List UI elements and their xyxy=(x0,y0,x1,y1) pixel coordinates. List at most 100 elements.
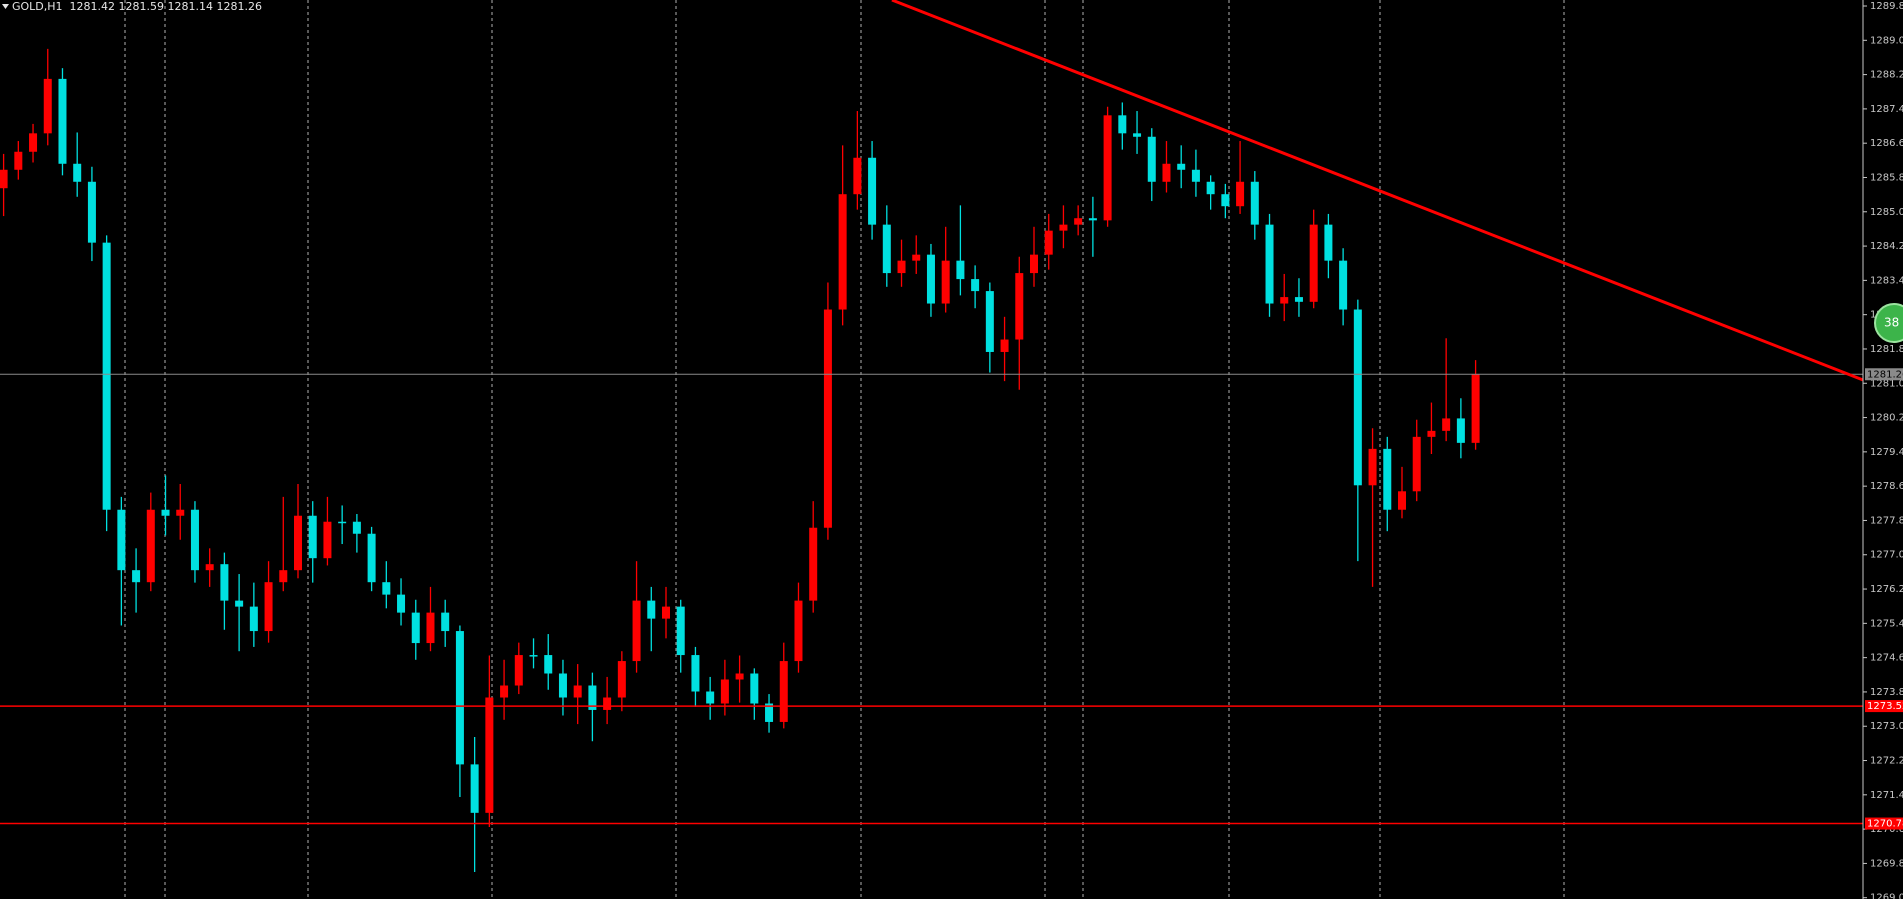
y-tick-label: 1270.65 xyxy=(1870,824,1903,835)
y-tick-label: 1269.05 xyxy=(1870,893,1903,899)
y-tick-label: 1278.65 xyxy=(1870,481,1903,492)
candle-body xyxy=(1103,115,1112,221)
candle-body xyxy=(1147,136,1156,182)
candle-body xyxy=(1000,339,1009,352)
candle-body xyxy=(176,509,185,516)
candle-body xyxy=(706,691,715,704)
candle-body xyxy=(1294,297,1303,302)
candle-body xyxy=(43,78,52,134)
candle-body xyxy=(352,521,361,534)
candle-body xyxy=(1030,254,1038,274)
candle-body xyxy=(411,612,420,644)
candle-body xyxy=(1280,297,1289,304)
candle-body xyxy=(985,291,994,352)
candle-body xyxy=(1191,169,1200,182)
candle-body xyxy=(1427,430,1436,437)
y-tick-label: 1285.05 xyxy=(1870,207,1903,218)
badge-label: 38 xyxy=(1884,316,1899,330)
candle-body xyxy=(1162,163,1171,182)
candle-body xyxy=(470,764,479,813)
price-label-box xyxy=(1865,817,1903,830)
candle-body xyxy=(1324,224,1333,261)
candle-body xyxy=(897,260,906,274)
candle-body xyxy=(500,685,509,698)
candle-body xyxy=(1383,448,1392,510)
y-tick-label: 1276.25 xyxy=(1870,584,1903,595)
candle-body xyxy=(720,679,729,704)
candle-body xyxy=(264,582,273,632)
candle-body xyxy=(676,606,685,656)
y-tick-label: 1277.85 xyxy=(1870,515,1903,526)
candle-body xyxy=(882,224,891,274)
candle-body xyxy=(1456,418,1465,443)
candle-body xyxy=(1177,163,1186,170)
candle-body xyxy=(750,673,759,704)
y-tick-label: 1281.85 xyxy=(1870,344,1903,355)
candle-body xyxy=(1368,448,1377,486)
candle-body xyxy=(279,570,288,583)
candle-body xyxy=(529,655,538,657)
candle-body xyxy=(58,78,67,164)
candle-body xyxy=(1412,436,1421,492)
candle-body xyxy=(809,527,818,601)
trendline xyxy=(891,0,1864,382)
candle-body xyxy=(1236,181,1245,207)
candle-body xyxy=(397,594,406,613)
y-tick-label: 1272.25 xyxy=(1870,756,1903,767)
candle-body xyxy=(117,509,126,571)
candle-body xyxy=(941,260,950,304)
candle-body xyxy=(1206,181,1215,195)
candle-body xyxy=(308,515,317,559)
candle-body xyxy=(1015,273,1024,340)
candle-body xyxy=(1250,181,1259,225)
candle-body xyxy=(485,697,494,813)
candle-body xyxy=(426,612,435,644)
candle-body xyxy=(1353,309,1362,486)
candle-body xyxy=(382,582,391,595)
candle-body xyxy=(735,673,744,680)
y-tick-label: 1274.65 xyxy=(1870,653,1903,664)
y-tick-label: 1280.25 xyxy=(1870,413,1903,424)
price-label: 1273.52 xyxy=(1867,701,1903,712)
candle-body xyxy=(926,254,935,304)
price-label: 1270.78 xyxy=(1867,819,1903,830)
candle-body xyxy=(632,600,641,662)
y-tick-label: 1269.85 xyxy=(1870,858,1903,869)
candle-body xyxy=(1221,194,1230,207)
chart-title: GOLD,H1 1281.42 1281.59 1281.14 1281.26 xyxy=(12,0,262,13)
y-tick-label: 1288.25 xyxy=(1870,70,1903,81)
candle-body xyxy=(338,521,347,524)
candle-body xyxy=(514,655,523,686)
candle-body xyxy=(146,509,155,583)
candle-body xyxy=(956,260,965,280)
menu-arrow[interactable] xyxy=(2,4,9,9)
candle-body xyxy=(73,163,82,182)
candle-body xyxy=(1309,224,1318,302)
candle-body xyxy=(1339,260,1348,310)
candle-body xyxy=(1133,133,1142,137)
candle-body xyxy=(220,564,229,601)
candle-body xyxy=(912,254,921,261)
y-tick-label: 1285.85 xyxy=(1870,172,1903,183)
y-tick-label: 1286.65 xyxy=(1870,138,1903,149)
price-label-box xyxy=(1865,368,1903,381)
y-tick-label: 1273.85 xyxy=(1870,687,1903,698)
candle-body xyxy=(558,673,567,698)
candle-body xyxy=(662,606,670,619)
candle-body xyxy=(971,279,980,292)
candle-body xyxy=(838,194,847,310)
price-label: 1281.26 xyxy=(1867,369,1903,380)
y-tick-label: 1281.05 xyxy=(1870,378,1903,389)
badge xyxy=(1874,303,1903,343)
candle-body xyxy=(161,509,170,516)
candle-body xyxy=(1088,218,1097,221)
candle-body xyxy=(603,697,612,710)
candle-body xyxy=(1118,115,1127,134)
candle-body xyxy=(102,242,111,510)
y-tick-label: 1277.05 xyxy=(1870,550,1903,561)
candle-body xyxy=(794,600,803,662)
candle-body xyxy=(87,181,96,243)
candle-body xyxy=(132,570,141,583)
candle-body xyxy=(455,631,464,765)
